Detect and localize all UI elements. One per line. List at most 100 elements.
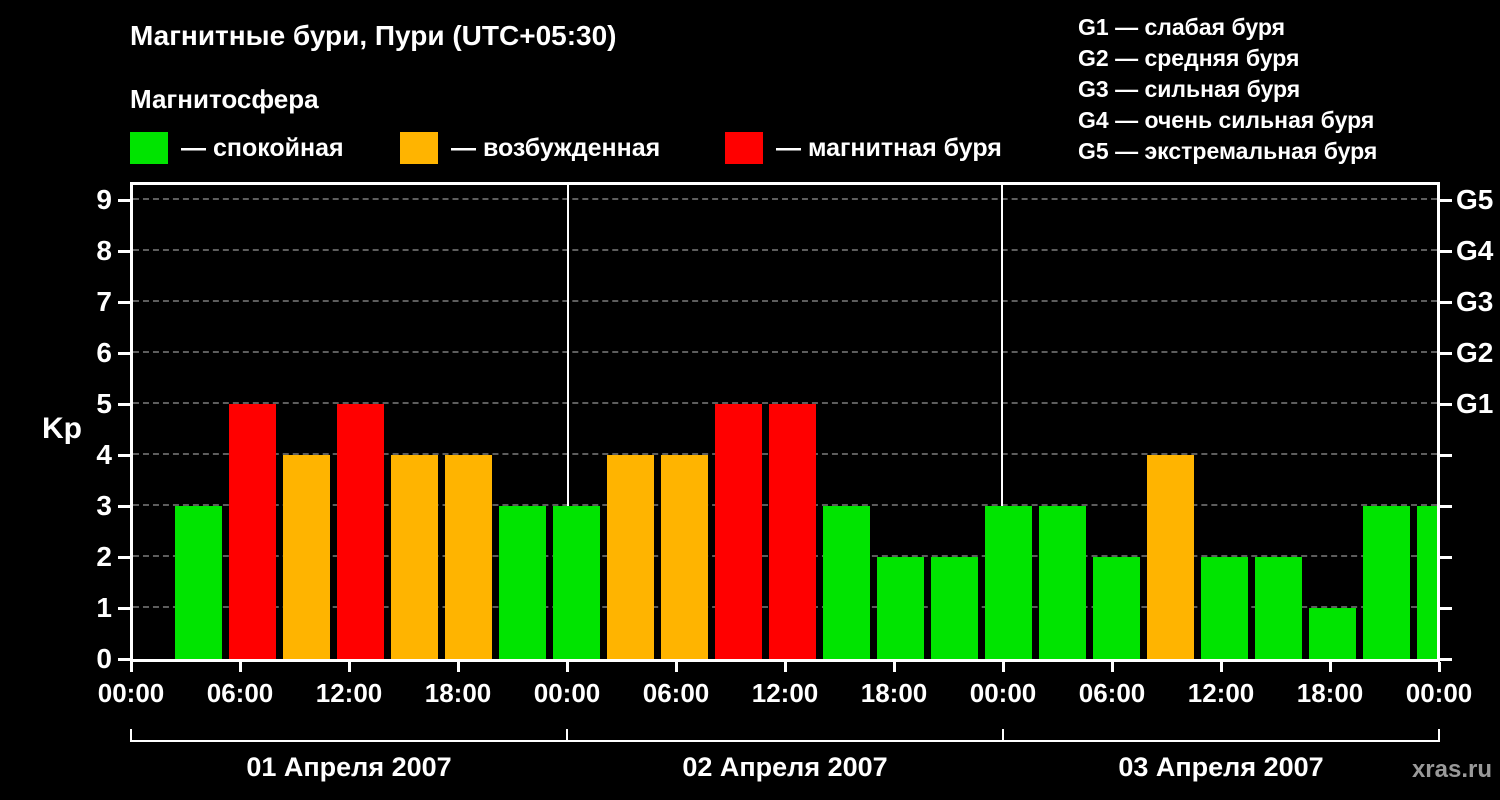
y-tick-mark-right [1440, 199, 1452, 202]
x-tick-mark [674, 662, 678, 672]
y-tick-label: 8 [96, 235, 112, 266]
kp-bar [499, 506, 546, 659]
x-tick-mark [1328, 662, 1332, 672]
x-tick-mark [347, 662, 351, 672]
y-tick-mark-left [118, 250, 130, 253]
x-tick-mark [238, 662, 242, 672]
storm-scale-item-g4: G4 — очень сильная буря [1078, 107, 1375, 133]
kp-bar [769, 404, 816, 659]
y-tick-mark-right [1440, 250, 1452, 253]
kp-bar [1255, 557, 1302, 659]
y-tick-mark-right [1440, 454, 1452, 457]
x-tick-label: 18:00 [860, 678, 928, 708]
watermark: xras.ru [1411, 756, 1492, 783]
page-title: Магнитные бури, Пури (UTC+05:30) [130, 20, 617, 51]
kp-bar [1363, 506, 1410, 659]
x-tick-mark [129, 662, 133, 672]
x-tick-mark [783, 662, 787, 672]
legend-item-quiet: — спокойная [130, 132, 344, 164]
legend-swatch-storm [725, 132, 763, 164]
date-axis-tick [1002, 729, 1004, 742]
g-scale-axis-label: G1 [1456, 388, 1494, 419]
day-separator [566, 185, 569, 659]
kp-bar [553, 506, 600, 659]
legend-swatch-active [400, 132, 438, 164]
y-tick-label: 3 [96, 490, 112, 521]
x-tick-mark [892, 662, 896, 672]
kp-bar [877, 557, 924, 659]
x-tick-mark [1110, 662, 1114, 672]
y-tick-mark-right [1440, 556, 1452, 559]
legend-swatch-quiet [130, 132, 168, 164]
storm-scale-item-g3: G3 — сильная буря [1078, 76, 1301, 102]
y-tick-label: 5 [96, 388, 112, 419]
y-tick-mark-left [118, 658, 130, 661]
legend-label-storm: — магнитная буря [776, 133, 1002, 162]
date-axis-line [130, 740, 1440, 742]
legend-label-quiet: — спокойная [181, 133, 344, 162]
x-tick-label: 12:00 [751, 678, 819, 708]
gridline-kp-6 [133, 351, 1437, 353]
g-scale-axis-label: G5 [1456, 184, 1494, 215]
magnetosphere-legend: — спокойная — возбужденная — магнитная бур… [130, 132, 1140, 166]
storm-scale-item-g1: G1 — слабая буря [1078, 14, 1286, 40]
kp-bar [337, 404, 384, 659]
y-tick-label: 2 [96, 541, 112, 572]
day-separator [1001, 185, 1004, 659]
kp-bar [661, 455, 708, 659]
gridline-kp-8 [133, 249, 1437, 251]
x-tick-label: 06:00 [642, 678, 710, 708]
kp-bar [229, 404, 276, 659]
magnetosphere-label: Магнитосфера [130, 84, 319, 114]
kp-bar [1147, 455, 1194, 659]
date-label: 02 Апреля 2007 [682, 752, 888, 782]
x-tick-label: 00:00 [969, 678, 1037, 708]
x-tick-mark [565, 662, 569, 672]
kp-bar [1093, 557, 1140, 659]
y-tick-mark-right [1440, 505, 1452, 508]
legend-item-active: — возбужденная [400, 132, 660, 164]
x-tick-label: 12:00 [315, 678, 383, 708]
kp-bar [391, 455, 438, 659]
legend-label-active: — возбужденная [451, 133, 661, 162]
kp-bar [175, 506, 222, 659]
x-tick-label: 06:00 [1078, 678, 1146, 708]
date-axis-tick [566, 729, 568, 742]
y-tick-label: 7 [96, 286, 112, 317]
y-tick-label: 1 [96, 592, 112, 623]
kp-bar [445, 455, 492, 659]
x-tick-mark [456, 662, 460, 672]
y-tick-mark-left [118, 403, 130, 406]
date-axis-tick [1438, 729, 1440, 742]
y-tick-mark-left [118, 301, 130, 304]
storm-scale-legend: G1 — слабая буря G2 — средняя буря G3 — си… [1078, 12, 1377, 167]
x-tick-mark [1437, 662, 1441, 672]
y-tick-label: 4 [96, 439, 112, 470]
plot-area [130, 182, 1440, 662]
gridline-kp-5 [133, 402, 1437, 404]
kp-bar [283, 455, 330, 659]
x-tick-label: 18:00 [1296, 678, 1364, 708]
kp-bar [823, 506, 870, 659]
y-tick-mark-left [118, 352, 130, 355]
date-axis-tick [130, 729, 132, 742]
g-scale-axis-label: G3 [1456, 286, 1494, 317]
y-tick-label: 9 [96, 184, 112, 215]
y-tick-mark-left [118, 505, 130, 508]
y-tick-label: 6 [96, 337, 112, 368]
y-tick-mark-right [1440, 403, 1452, 406]
gridline-kp-7 [133, 300, 1437, 302]
g-scale-axis-label: G4 [1456, 235, 1494, 266]
date-label: 01 Апреля 2007 [246, 752, 452, 782]
y-tick-mark-right [1440, 352, 1452, 355]
y-tick-mark-left [118, 454, 130, 457]
legend-item-storm: — магнитная буря [725, 132, 1002, 164]
y-tick-mark-left [118, 607, 130, 610]
storm-scale-item-g2: G2 — средняя буря [1078, 45, 1300, 71]
kp-bar [1417, 506, 1437, 659]
x-tick-mark [1001, 662, 1005, 672]
x-tick-label: 00:00 [1405, 678, 1473, 708]
kp-bar [607, 455, 654, 659]
y-tick-label: 0 [96, 643, 112, 674]
x-tick-label: 18:00 [424, 678, 492, 708]
